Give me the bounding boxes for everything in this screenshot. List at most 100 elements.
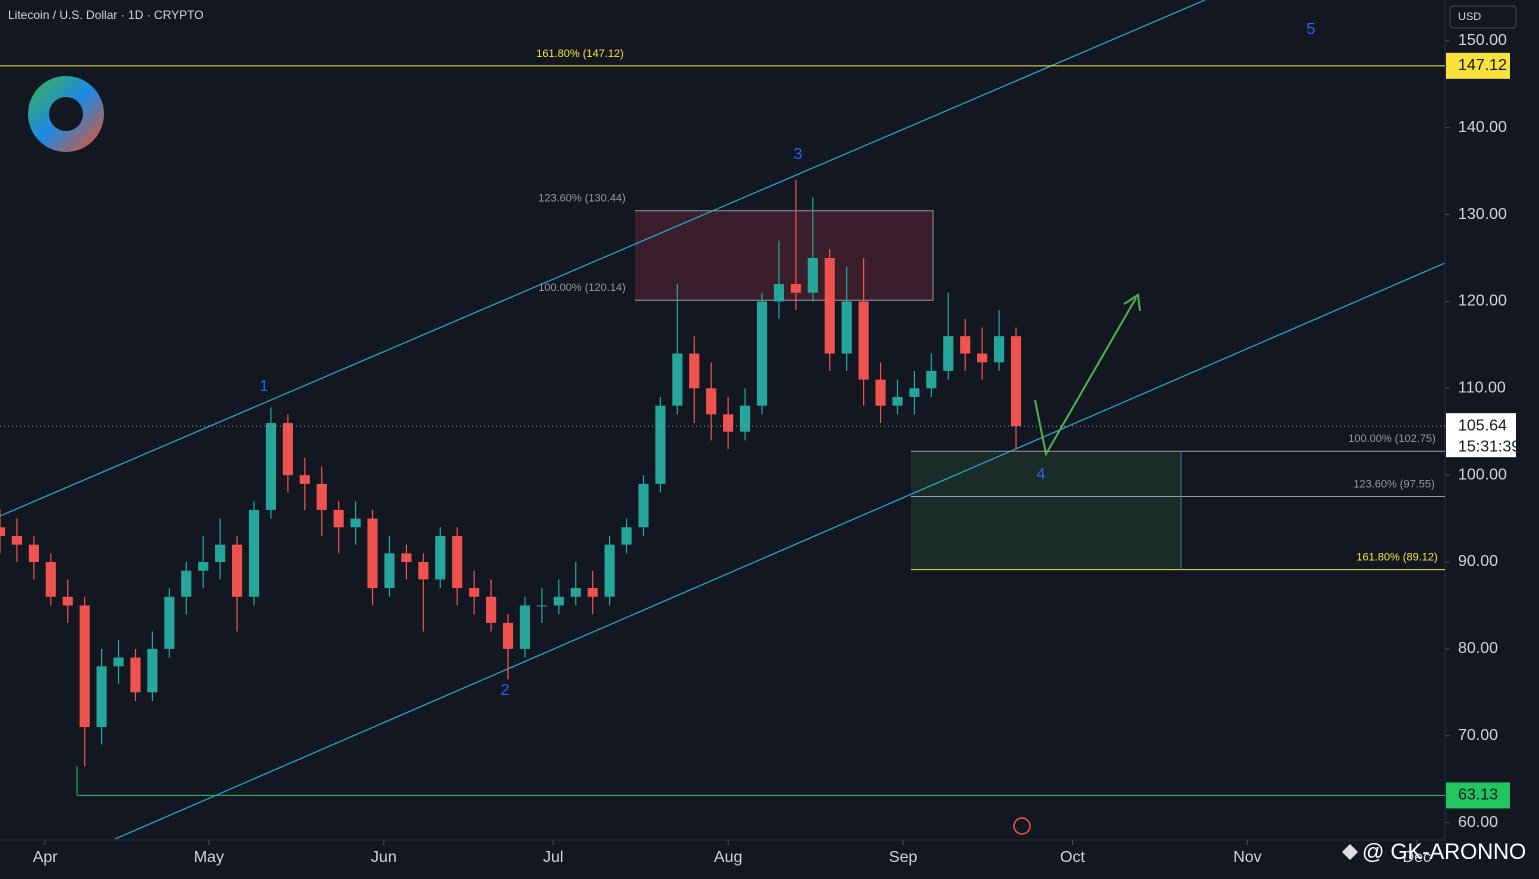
- y-tick-label: 90.00: [1458, 553, 1498, 570]
- candle-body: [909, 388, 920, 397]
- fib-label: 123.60% (130.44): [538, 193, 625, 205]
- fib-label: 161.80% (147.12): [536, 48, 623, 60]
- candle-body: [435, 535, 446, 580]
- arrow-head: [1123, 293, 1141, 312]
- y-tick-label: 80.00: [1458, 640, 1498, 657]
- candle-body: [739, 405, 751, 432]
- candle-body: [655, 405, 666, 484]
- candle-body: [943, 336, 954, 371]
- candle-body: [215, 544, 226, 563]
- candle-body: [350, 518, 361, 528]
- fib-label: 100.00% (102.75): [1348, 433, 1435, 445]
- candle-body: [79, 605, 90, 728]
- candle-body: [994, 336, 1005, 363]
- candle-body: [45, 562, 56, 597]
- y-tick-label: 70.00: [1458, 727, 1498, 744]
- y-tick-label: 60.00: [1458, 814, 1498, 831]
- candle-body: [756, 301, 768, 406]
- candle-body: [11, 535, 23, 545]
- candle-body: [333, 509, 344, 528]
- candle-body: [299, 475, 310, 484]
- wave-label: 5: [1307, 21, 1316, 38]
- candle-body: [28, 544, 39, 563]
- candle-body: [689, 353, 700, 389]
- x-tick-label: May: [194, 849, 224, 866]
- candle-body: [892, 396, 903, 406]
- price-marker: [1446, 413, 1516, 458]
- price-marker-label: 63.13: [1458, 787, 1498, 804]
- candle-body: [130, 657, 141, 693]
- y-tick-label: 140.00: [1458, 119, 1507, 136]
- channel-upper: [0, 0, 1206, 517]
- candle-body: [706, 388, 717, 415]
- watermark: @ GK-ARONNO: [1342, 839, 1526, 864]
- x-tick-label: Sep: [889, 849, 918, 866]
- candle-body: [790, 284, 801, 293]
- candle-body: [519, 605, 531, 649]
- fib-label: 161.80% (89.12): [1356, 552, 1437, 564]
- x-tick-label: Oct: [1060, 849, 1085, 866]
- candle-body: [672, 353, 683, 406]
- candle-body: [452, 535, 463, 589]
- candle-body: [638, 483, 649, 528]
- candle-body: [570, 588, 581, 597]
- candle-body: [604, 544, 615, 597]
- fib-zone: [911, 451, 1181, 570]
- wave-label: 1: [260, 378, 269, 395]
- y-tick-label: 130.00: [1458, 206, 1507, 223]
- price-marker-label: 105.64: [1458, 417, 1507, 434]
- price-marker: [1446, 52, 1510, 79]
- candle-body: [62, 596, 73, 606]
- logo: [28, 76, 104, 152]
- candle-body: [401, 553, 412, 563]
- candle-body: [231, 544, 243, 597]
- alert-icon: [1013, 817, 1031, 835]
- wave-label: 2: [501, 682, 510, 699]
- candle-body: [485, 596, 497, 623]
- candle-body: [875, 379, 886, 406]
- candle-body: [536, 605, 547, 607]
- candle-body: [977, 353, 988, 363]
- y-tick-label: 120.00: [1458, 293, 1507, 310]
- candle-body: [587, 588, 598, 597]
- candle-body: [384, 553, 395, 589]
- y-tick-label: 110.00: [1458, 380, 1506, 397]
- candle-body: [502, 622, 514, 649]
- candle-body: [841, 301, 852, 354]
- countdown: 15:31:39: [1458, 438, 1520, 455]
- x-tick-label: Jun: [371, 849, 397, 866]
- candle-body: [773, 284, 785, 302]
- candle-body: [858, 301, 869, 380]
- x-tick-label: Aug: [714, 849, 742, 866]
- candle-body: [1010, 336, 1022, 427]
- fib-label: 100.00% (120.14): [538, 282, 625, 294]
- candle-body: [316, 483, 327, 510]
- candle-body: [807, 257, 818, 293]
- candle-body: [367, 518, 378, 589]
- candle-body: [723, 414, 734, 432]
- candle-body: [824, 257, 835, 354]
- price-marker: [1446, 782, 1510, 809]
- currency-box: [1449, 5, 1517, 29]
- candle-body: [198, 562, 209, 571]
- candle-body: [181, 570, 192, 597]
- y-tick-label: 100.00: [1458, 466, 1507, 483]
- candle-body: [0, 527, 6, 536]
- candle-body: [96, 666, 107, 728]
- candle-body: [248, 509, 260, 597]
- candle-body: [418, 562, 429, 580]
- candle-body: [164, 596, 175, 649]
- candle-body: [265, 423, 277, 510]
- wave-label: 4: [1037, 466, 1046, 483]
- candle-body: [147, 648, 158, 693]
- watermark-text: @ GK-ARONNO: [1362, 839, 1526, 864]
- wave-label: 3: [794, 146, 803, 163]
- x-tick-label: Apr: [33, 849, 59, 866]
- candle-body: [926, 370, 937, 389]
- x-tick-label: Nov: [1233, 849, 1261, 866]
- price-marker-label: 147.12: [1458, 57, 1507, 74]
- projection-arrow: [1034, 297, 1137, 457]
- x-tick-label: Dec: [1403, 849, 1431, 866]
